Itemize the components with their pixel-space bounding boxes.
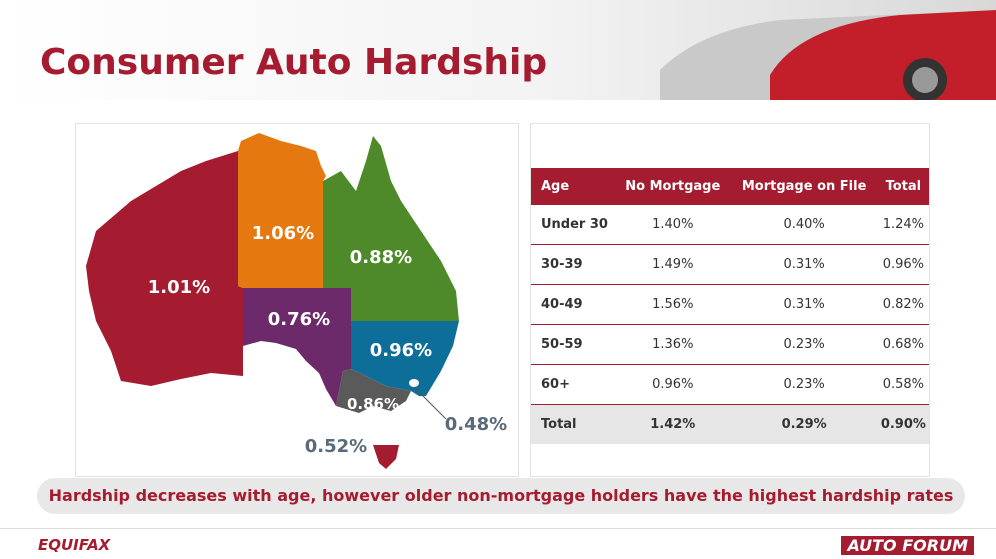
map-label: 0.52% xyxy=(305,436,367,457)
table-cell: 0.58% xyxy=(877,364,929,405)
table-cell: 30-39 xyxy=(531,244,616,285)
table-cell: 1.36% xyxy=(615,324,731,365)
callout-line xyxy=(413,386,447,420)
table-cell: 1.49% xyxy=(615,244,731,285)
table-row: 50-59 1.36% 0.23% 0.68% xyxy=(531,324,929,365)
table-cell: 40-49 xyxy=(531,284,616,325)
region-vic xyxy=(336,369,411,413)
map-label: 1.01% xyxy=(148,277,210,298)
region-tas xyxy=(373,445,399,469)
title: Consumer Auto Hardship xyxy=(40,42,548,83)
map-label: 0.86% xyxy=(347,395,399,413)
table-cell: 1.40% xyxy=(615,205,731,245)
map-label: 0.76% xyxy=(268,309,330,330)
logo: EQUIFAX xyxy=(38,536,111,554)
map-panel: 1.01% 1.06% 0.88% 0.76% 0.96% 0.86% 0.48… xyxy=(75,123,519,477)
column-header: Age xyxy=(531,168,616,205)
table-cell: 0.23% xyxy=(730,364,878,405)
table-cell: 0.82% xyxy=(877,284,929,325)
region-act xyxy=(409,379,419,387)
table-row: 60+ 0.96% 0.23% 0.58% xyxy=(531,364,929,405)
region-wa xyxy=(86,151,243,386)
table-cell: 0.90% xyxy=(877,404,929,444)
table: Age No Mortgage Mortgage on File Total Unde… xyxy=(531,168,929,444)
table-cell: 0.40% xyxy=(730,205,878,245)
table-row: 30-39 1.49% 0.31% 0.96% xyxy=(531,244,929,285)
table-row: 40-49 1.56% 0.31% 0.82% xyxy=(531,284,929,325)
table-cell: 0.31% xyxy=(730,244,878,285)
column-header: No Mortgage xyxy=(615,168,731,205)
region-nsw xyxy=(351,321,459,396)
logo: AUTO FORUM xyxy=(841,536,974,555)
header-row: Age No Mortgage Mortgage on File Total xyxy=(531,168,929,205)
map-label: 1.06% xyxy=(252,223,314,244)
note: Hardship decreases with age, however old… xyxy=(37,478,965,514)
table-cell: 50-59 xyxy=(531,324,616,365)
table-panel: Age No Mortgage Mortgage on File Total Unde… xyxy=(530,123,930,477)
table-cell: 1.24% xyxy=(877,205,929,245)
table-cell: 0.96% xyxy=(877,244,929,285)
banner xyxy=(0,0,996,100)
table-body: Under 30 1.40% 0.40% 1.24% 30-39 1.49% 0.31% 0.… xyxy=(531,205,929,444)
table-cell: Under 30 xyxy=(531,205,616,245)
table-cell: 60+ xyxy=(531,364,616,405)
region-qld xyxy=(323,136,459,321)
map: 1.01% 1.06% 0.88% 0.76% 0.96% 0.86% 0.48… xyxy=(86,133,507,469)
table-cell: 0.23% xyxy=(730,324,878,365)
map-label: 0.88% xyxy=(350,247,412,268)
table-row: Total 1.42% 0.29% 0.90% xyxy=(531,404,929,444)
table-cell: 0.29% xyxy=(730,404,878,444)
table-cell: 0.68% xyxy=(877,324,929,365)
car-graphic xyxy=(660,10,996,100)
table-cell: 0.31% xyxy=(730,284,878,325)
map-label: 0.48% xyxy=(445,414,507,435)
table-cell: 1.56% xyxy=(615,284,731,325)
table-row: Under 30 1.40% 0.40% 1.24% xyxy=(531,205,929,245)
column-header: Mortgage on File xyxy=(730,168,878,205)
map-label: 0.96% xyxy=(370,340,432,361)
region-nt xyxy=(238,133,326,288)
table-cell: 0.96% xyxy=(615,364,731,405)
column-header: Total xyxy=(877,168,929,205)
divider xyxy=(0,528,996,529)
table-cell: 1.42% xyxy=(615,404,731,444)
region-sa xyxy=(243,288,351,406)
table-cell: Total xyxy=(531,404,616,444)
